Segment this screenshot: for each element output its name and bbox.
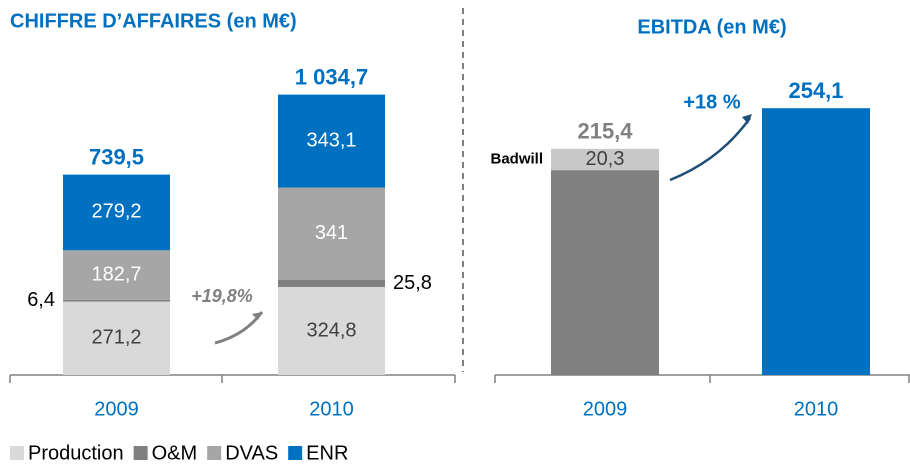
arrow: [669, 117, 752, 182]
legend-swatch: [10, 446, 24, 460]
legend-label: O&M: [152, 442, 198, 464]
data-label: 324,8: [306, 319, 356, 341]
bar-segment: [278, 279, 385, 287]
data-label: 271,2: [91, 327, 141, 349]
legend-label: DVAS: [225, 442, 278, 464]
chart-title: EBITDA (en M€): [637, 16, 786, 38]
bar-segment: [278, 286, 385, 375]
bar-segment: [63, 299, 170, 302]
data-label: 341: [315, 222, 348, 244]
total-label: 254,1: [788, 78, 843, 103]
total-label: 1 034,7: [295, 64, 368, 89]
bar-segment: [551, 148, 659, 171]
data-label: 182,7: [91, 263, 141, 285]
legend-label: Production: [28, 442, 124, 464]
bar-segment: [551, 170, 659, 375]
data-label: 25,8: [393, 272, 432, 294]
annotation: +18 %: [683, 91, 740, 113]
segment-name: Badwill: [490, 150, 543, 167]
arrow-head: [252, 312, 262, 320]
total-label: 739,5: [89, 144, 144, 169]
bar-segment: [278, 94, 385, 188]
legend-swatch: [133, 446, 148, 460]
chart-title: CHIFFRE D’AFFAIRES (en M€): [10, 10, 297, 32]
x-tick-label: 2010: [309, 398, 354, 420]
legend-swatch: [288, 446, 303, 460]
bar-segment: [63, 174, 170, 251]
axes: [9, 374, 910, 383]
data-label: 279,2: [91, 201, 141, 223]
arrow-head: [742, 114, 752, 124]
data-label: 20,3: [586, 148, 625, 170]
bar-segment: [63, 250, 170, 300]
data-label: 343,1: [306, 129, 356, 151]
data-label: 6,4: [27, 289, 55, 311]
legend-swatch: [207, 446, 222, 460]
x-tick-label: 2010: [794, 398, 839, 420]
total-label: 215,4: [577, 119, 633, 144]
legend-label: ENR: [306, 442, 348, 464]
x-tick-label: 2009: [94, 398, 139, 420]
annotation: +19,8%: [191, 286, 253, 306]
bar-segment: [278, 187, 385, 280]
x-tick-label: 2009: [583, 398, 628, 420]
bar-segment: [63, 301, 170, 375]
bar-segment: [762, 108, 870, 375]
